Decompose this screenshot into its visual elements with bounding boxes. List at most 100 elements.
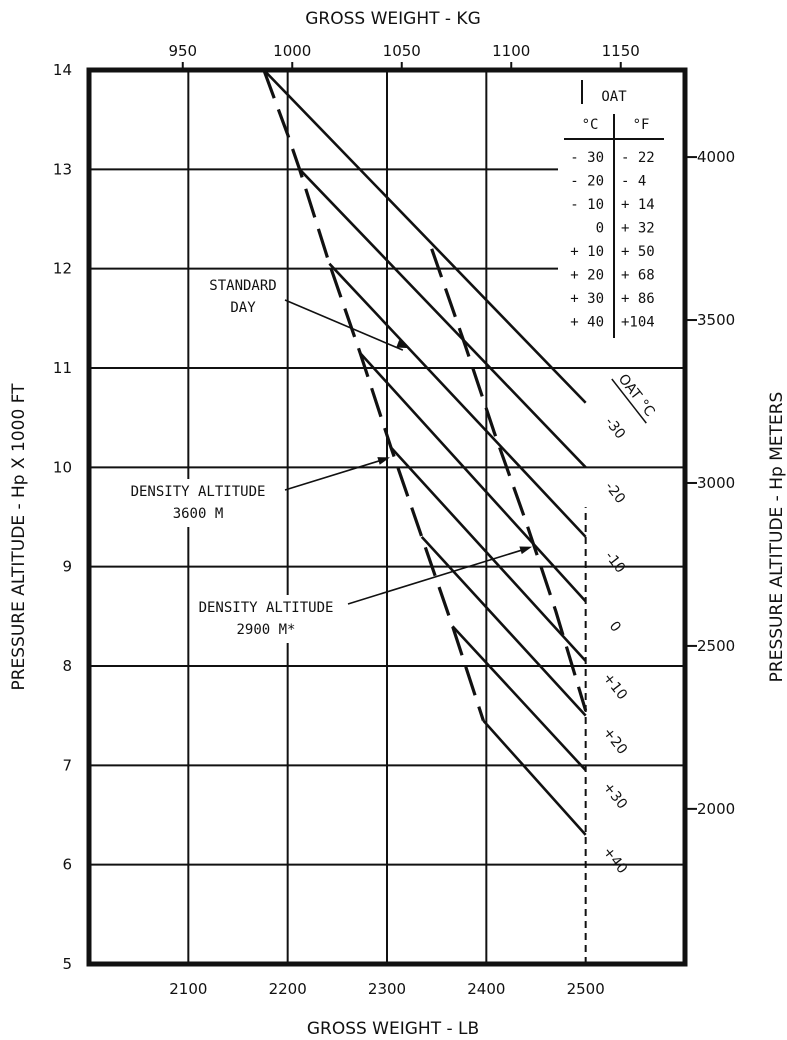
oat-curve-label-+40: +40 xyxy=(599,844,630,877)
x-tick-label: 2200 xyxy=(269,980,307,998)
annotation-arrowhead xyxy=(519,546,533,555)
annotation-background xyxy=(125,479,271,527)
y-tick-label: 10 xyxy=(53,458,72,476)
y-tick-label: 7 xyxy=(62,756,72,774)
oat-table-rows: - 30 - 22 - 20 - 4 - 10 + 14 0 + 32 + 10 + 50 + 20… xyxy=(570,150,654,331)
x2-tick-label: 1000 xyxy=(273,42,311,60)
oat-col-c-header: °C xyxy=(582,117,599,133)
oat-curve-label-+30: +30 xyxy=(599,779,630,812)
x-tick-labels: 2100 2200 2300 2400 2500 xyxy=(169,980,605,998)
oat-curve-label-0: 0 xyxy=(606,619,624,636)
oat-row-f: - 4 xyxy=(621,174,646,190)
density-altitude-3600m-line xyxy=(262,69,485,722)
oat-curve-label--20: -20 xyxy=(601,479,628,507)
dashed-reference-lines xyxy=(262,69,588,964)
oat-row-f: + 50 xyxy=(621,244,655,260)
series-line-oat-+30 xyxy=(451,625,587,772)
annotation-leader xyxy=(347,548,527,605)
oat-row-f: + 32 xyxy=(621,221,655,237)
x2-tick-label: 1100 xyxy=(492,42,530,60)
x-axis-title: GROSS WEIGHT - LB xyxy=(307,1019,479,1039)
oat-table-background xyxy=(558,80,676,342)
annotation-text: 2900 M* xyxy=(236,622,295,638)
series-line-oat--30 xyxy=(262,69,587,404)
annotation-arrowhead xyxy=(377,457,390,465)
annotation-text: DENSITY ALTITUDE xyxy=(199,600,334,616)
y-tick-label: 11 xyxy=(53,359,72,377)
x2-axis-title: GROSS WEIGHT - KG xyxy=(305,9,481,29)
oat-row-c: + 10 xyxy=(570,244,604,260)
y-tick-labels: 5 6 7 8 9 10 11 12 13 14 xyxy=(53,61,72,973)
annotation-background xyxy=(204,273,282,321)
annotation-leader xyxy=(284,458,385,491)
y-tick-label: 12 xyxy=(53,260,72,278)
oat-row-c: + 20 xyxy=(570,268,604,284)
annotation-text: STANDARD xyxy=(209,278,276,294)
oat-row-c: 0 xyxy=(596,221,604,237)
plot-frame xyxy=(86,67,688,967)
oat-row-c: - 10 xyxy=(570,197,604,213)
y-axis-title: PRESSURE ALTITUDE - Hp X 1000 FT xyxy=(9,383,29,691)
oat-curve-label-+10: +10 xyxy=(599,670,630,703)
x-tick-label: 2100 xyxy=(169,980,207,998)
oat-curve-title-group: OAT °C xyxy=(611,371,658,424)
y2-tick-labels: 2000 2500 3000 3500 4000 xyxy=(685,148,735,818)
y2-axis-title: PRESSURE ALTITUDE - Hp METERS xyxy=(767,392,787,683)
series-line-oat-+40 xyxy=(482,719,587,836)
annotation-1: DENSITY ALTITUDE 3600 M xyxy=(125,457,390,527)
annotation-2: DENSITY ALTITUDE 2900 M* xyxy=(193,546,533,643)
annotation-arrowhead xyxy=(396,340,409,349)
oat-curve-title: OAT °C xyxy=(615,371,658,420)
oat-table: OAT °C °F - 30 - 22 - 20 - 4 - 10 + 14 0 + 32 + … xyxy=(558,80,676,342)
y2-tick-label: 3500 xyxy=(697,311,735,329)
x2-tick-label: 1050 xyxy=(383,42,421,60)
y-tick-label: 13 xyxy=(53,160,72,178)
annotation-text: DENSITY ALTITUDE xyxy=(131,484,266,500)
y-tick-label: 6 xyxy=(62,856,72,874)
annotation-text: 3600 M xyxy=(173,506,224,522)
x-tick-label: 2500 xyxy=(567,980,605,998)
y2-tick-label: 3000 xyxy=(697,474,735,492)
x2-tick-labels: 950 1000 1050 1100 1150 xyxy=(168,42,640,70)
oat-row-c: + 30 xyxy=(570,291,604,307)
oat-curve-labels: -30 -20 -10 0 +10 +20 +30 +40 xyxy=(599,414,630,877)
y2-tick-label: 2500 xyxy=(697,637,735,655)
y2-tick-label: 2000 xyxy=(697,800,735,818)
x-tick-label: 2300 xyxy=(368,980,406,998)
y-tick-label: 8 xyxy=(62,657,72,675)
series-line-oat-0 xyxy=(359,352,587,603)
series-line-oat--20 xyxy=(298,168,587,469)
y-tick-label: 9 xyxy=(62,558,72,576)
oat-row-c: - 20 xyxy=(570,174,604,190)
oat-row-f: + 14 xyxy=(621,197,655,213)
y-tick-label: 5 xyxy=(62,955,72,973)
annotation-text: DAY xyxy=(230,300,256,316)
series-line-oat-+20 xyxy=(420,535,587,717)
oat-col-f-header: °F xyxy=(633,117,650,133)
annotation-background xyxy=(193,595,339,643)
oat-row-c: + 40 xyxy=(570,315,604,331)
x-tick-label: 2400 xyxy=(467,980,505,998)
annotation-0: STANDARD DAY xyxy=(204,273,409,351)
oat-curve-label--10: -10 xyxy=(601,548,628,576)
y2-tick-label: 4000 xyxy=(697,148,735,166)
oat-curve-label--30: -30 xyxy=(601,414,628,442)
grid xyxy=(89,70,685,964)
x2-tick-label: 1150 xyxy=(602,42,640,60)
series-lines xyxy=(262,69,587,836)
series-line-oat-+10 xyxy=(390,446,587,662)
oat-row-f: - 22 xyxy=(621,150,655,166)
oat-curve-label-+20: +20 xyxy=(599,725,630,758)
series-line-oat--10 xyxy=(328,262,587,538)
oat-row-f: + 86 xyxy=(621,291,655,307)
oat-curve-title-underline xyxy=(611,378,647,424)
oat-row-c: - 30 xyxy=(570,150,604,166)
annotation-leader xyxy=(284,299,404,351)
oat-row-f: +104 xyxy=(621,315,655,331)
oat-table-header: OAT xyxy=(601,89,627,105)
density-altitude-2900m-line xyxy=(430,248,588,712)
y-tick-label: 14 xyxy=(53,61,72,79)
oat-row-f: + 68 xyxy=(621,268,655,284)
